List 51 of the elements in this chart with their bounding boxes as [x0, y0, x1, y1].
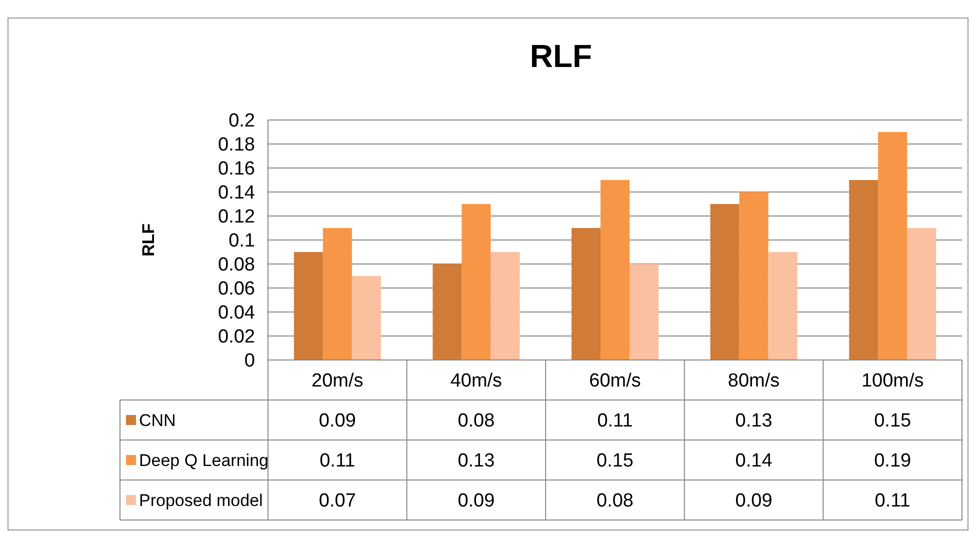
- chart-title: RLF: [530, 38, 592, 74]
- data-label: 0.09: [318, 410, 356, 432]
- data-label: 0.14: [735, 450, 773, 472]
- bar: [710, 204, 740, 360]
- bar: [294, 252, 323, 360]
- bar: [352, 276, 381, 360]
- data-label: 0.08: [596, 490, 634, 512]
- data-label: 0.15: [874, 410, 912, 432]
- bar: [907, 228, 936, 360]
- data-label: 0.13: [458, 450, 495, 472]
- data-label: 0.08: [458, 410, 495, 432]
- y-tick-label: 0.1: [228, 230, 255, 252]
- y-tick-label: 0.06: [218, 278, 255, 300]
- data-label: 0.13: [735, 410, 772, 432]
- bar: [878, 132, 908, 360]
- bar: [490, 252, 520, 360]
- y-tick-label: 0.2: [228, 110, 255, 132]
- legend-label: CNN: [139, 410, 176, 430]
- y-axis-title: RLF: [139, 223, 158, 257]
- legend-label: Proposed model: [139, 490, 263, 510]
- y-tick-label: 0.18: [218, 134, 255, 156]
- bar: [322, 228, 352, 360]
- x-tick-label: 20m/s: [312, 370, 364, 392]
- bar: [600, 180, 630, 360]
- data-label: 0.09: [458, 490, 495, 512]
- x-tick-label: 40m/s: [450, 370, 502, 392]
- y-tick-label: 0.04: [218, 302, 256, 324]
- y-tick-label: 0.12: [218, 206, 255, 228]
- bar: [462, 204, 491, 360]
- data-label: 0.11: [320, 450, 356, 472]
- data-label: 0.11: [874, 490, 910, 512]
- data-label: 0.09: [735, 490, 772, 512]
- bar: [432, 264, 462, 360]
- x-tick-label: 60m/s: [589, 370, 641, 392]
- data-label: 0.19: [874, 450, 912, 472]
- data-label: 0.11: [597, 410, 633, 432]
- bar: [768, 252, 798, 360]
- x-tick-label: 80m/s: [728, 370, 780, 392]
- y-tick-label: 0.08: [218, 254, 255, 276]
- bar: [630, 264, 658, 360]
- y-tick-label: 0.14: [218, 182, 256, 204]
- legend-label: Deep Q Learning: [139, 450, 268, 470]
- x-tick-label: 100m/s: [861, 370, 924, 392]
- bar: [739, 192, 768, 360]
- bar: [849, 180, 878, 360]
- y-tick-label: 0.02: [218, 326, 255, 348]
- y-tick-label: 0.16: [218, 158, 255, 180]
- bar: [572, 228, 600, 360]
- data-label: 0.15: [596, 450, 634, 472]
- data-label: 0.07: [318, 490, 356, 512]
- y-tick-label: 0: [244, 350, 255, 372]
